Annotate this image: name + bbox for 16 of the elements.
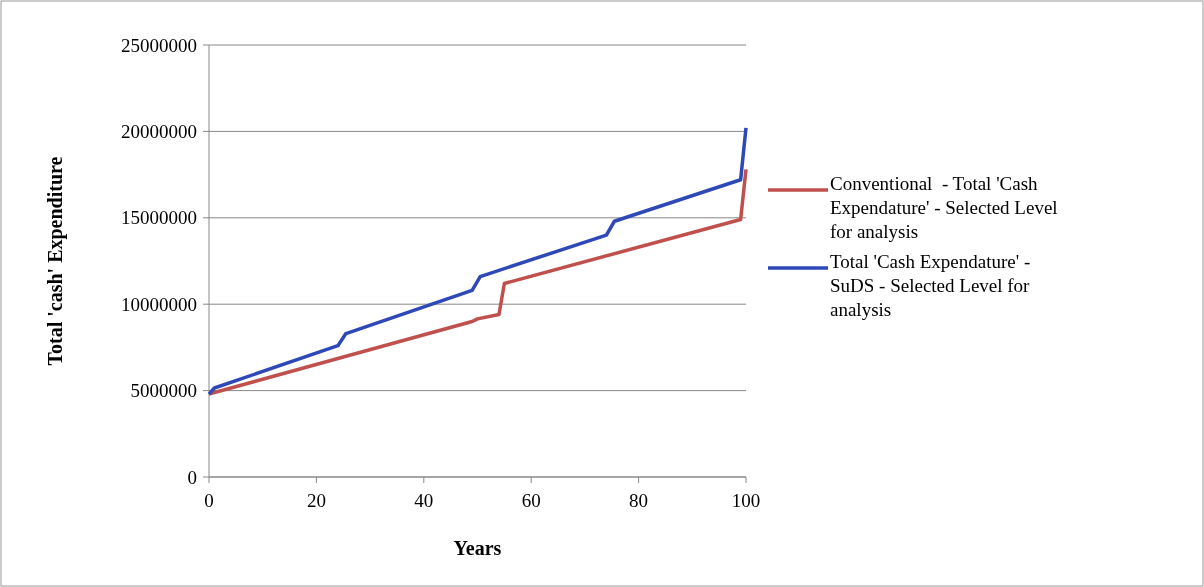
y-tick-label: 5000000	[130, 380, 197, 402]
x-tick-label: 80	[629, 490, 649, 511]
legend-label: Conventional - Total 'Cash Expendature' - Selected Level for analysis	[830, 173, 1058, 242]
y-tick-label: 15000000	[121, 207, 197, 229]
y-tick-label: 20000000	[121, 121, 197, 143]
x-tick-label: 0	[204, 490, 214, 511]
y-tick-label: 25000000	[121, 34, 197, 56]
x-tick-label: 40	[414, 490, 434, 511]
x-tick-label: 60	[521, 490, 541, 511]
x-tick-label: 20	[306, 490, 326, 511]
y-tick-label: 0	[187, 466, 197, 488]
legend-label: Total 'Cash Expendature' - SuDS - Selected Level for analysis	[830, 251, 1031, 320]
y-tick-label: 10000000	[121, 293, 197, 315]
x-axis-title: Years	[453, 537, 502, 559]
y-axis-title: Total 'cash' Expenditure	[44, 156, 67, 366]
x-tick-label: 100	[731, 490, 761, 511]
